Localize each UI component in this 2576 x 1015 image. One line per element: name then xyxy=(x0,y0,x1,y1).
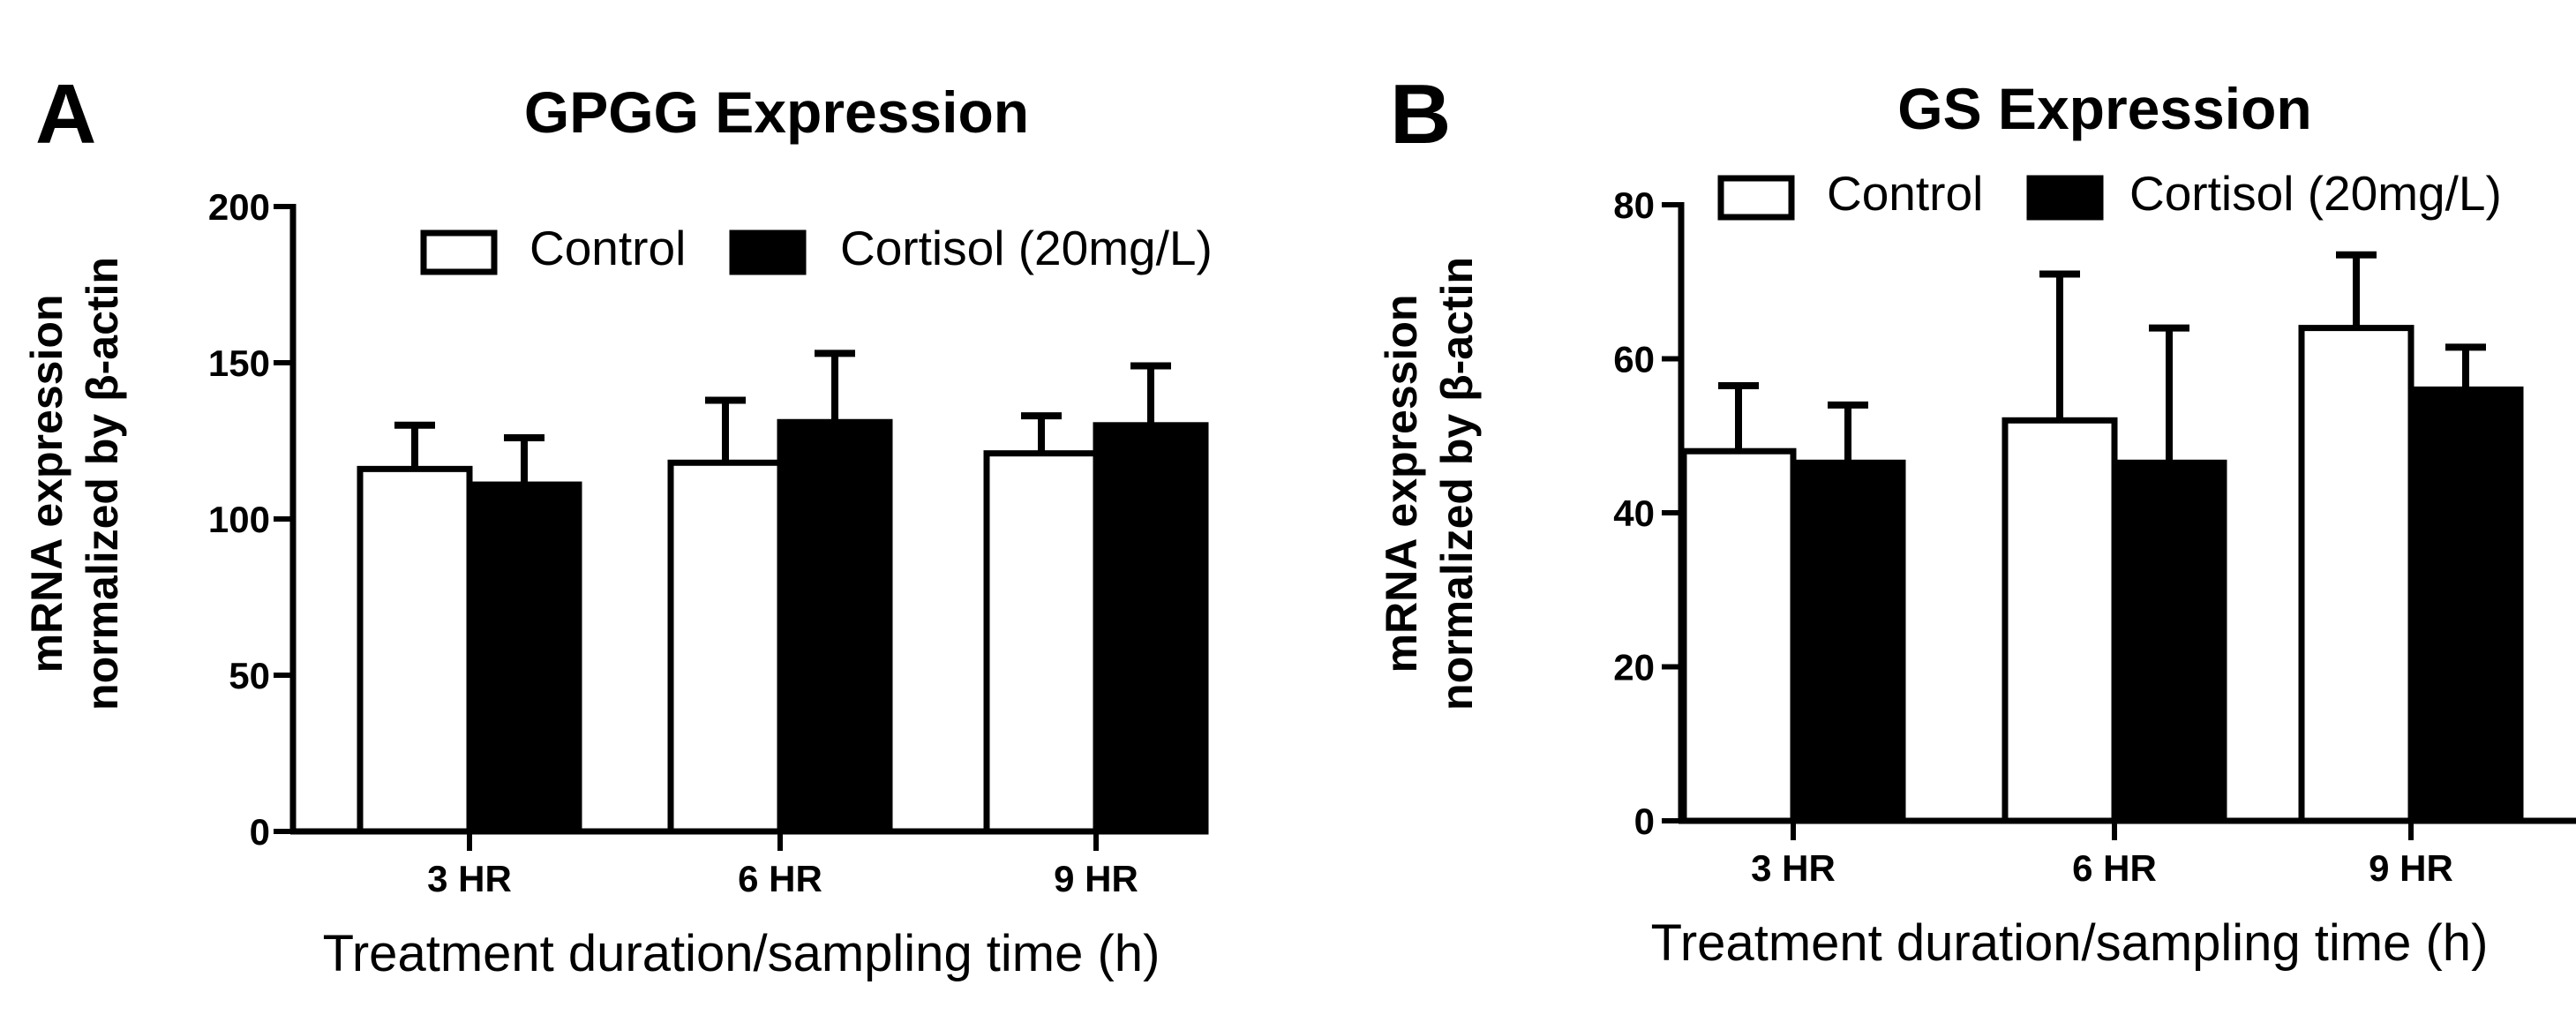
y-tick-label-200: 200 xyxy=(208,186,270,228)
panel-a: A GPGG Expression mRNA expression normal… xyxy=(22,67,1213,982)
x-tick-label-6-hr: 6 HR xyxy=(738,858,822,899)
legend-a: Control Cortisol (20mg/L) xyxy=(420,221,1213,275)
bar-control-3-hr xyxy=(1680,447,1797,824)
y-axis-label-line2-a: normalized by β-actin xyxy=(78,257,127,710)
x-tick-label-3-hr: 3 HR xyxy=(1751,847,1836,889)
bar-cortisol-20mg-l-3-hr xyxy=(466,481,582,835)
bar-control-6-hr xyxy=(667,459,784,835)
y-axis-label-line2-b: normalized by β-actin xyxy=(1432,257,1482,710)
bar-cortisol-20mg-l-9-hr xyxy=(1093,422,1209,835)
legend-label-control: Control xyxy=(1827,166,1983,221)
legend-swatch-control xyxy=(1717,175,1795,221)
y-axis-label-line1-b: mRNA expression xyxy=(1377,295,1426,673)
bar-control-9-hr xyxy=(2298,325,2415,824)
y-tick-label-50: 50 xyxy=(229,655,270,696)
y-tick-label-40: 40 xyxy=(1613,492,1655,534)
panel-letter-a: A xyxy=(35,67,96,162)
panel-b: B GS Expression mRNA expression normaliz… xyxy=(1377,67,2576,972)
bar-cortisol-20mg-l-3-hr xyxy=(1790,459,1906,824)
x-axis-label-b: Treatment duration/sampling time (h) xyxy=(1651,914,2489,972)
bar-control-9-hr xyxy=(983,450,1100,835)
bar-cortisol-20mg-l-6-hr xyxy=(2111,459,2227,824)
y-tick-label-100: 100 xyxy=(208,499,270,540)
legend-label-cortisol-20mg-l: Cortisol (20mg/L) xyxy=(840,221,1213,275)
bars-b xyxy=(1680,251,2524,824)
chart-title-a: GPGG Expression xyxy=(524,79,1029,145)
y-axis-label-line1-a: mRNA expression xyxy=(22,295,71,673)
legend-swatch-control xyxy=(420,229,498,275)
y-tick-label-80: 80 xyxy=(1613,184,1655,226)
legend-label-cortisol-20mg-l: Cortisol (20mg/L) xyxy=(2129,166,2502,221)
legend-swatch-cortisol-20mg-l xyxy=(729,229,807,275)
y-tick-label-150: 150 xyxy=(208,342,270,384)
y-tick-label-0: 0 xyxy=(250,811,270,853)
bar-cortisol-20mg-l-9-hr xyxy=(2407,386,2524,824)
bars-a xyxy=(357,350,1209,835)
x-tick-label-9-hr: 9 HR xyxy=(1054,858,1138,899)
x-tick-label-3-hr: 3 HR xyxy=(427,858,512,899)
chart-title-b: GS Expression xyxy=(1897,76,2312,141)
y-tick-label-60: 60 xyxy=(1613,339,1655,380)
legend-swatch-cortisol-20mg-l xyxy=(2026,175,2104,221)
bar-cortisol-20mg-l-6-hr xyxy=(777,418,893,835)
panel-letter-b: B xyxy=(1390,67,1451,162)
x-axis-label-a: Treatment duration/sampling time (h) xyxy=(323,925,1160,982)
y-tick-label-0: 0 xyxy=(1634,801,1655,842)
legend-label-control: Control xyxy=(529,221,686,275)
bar-control-3-hr xyxy=(357,465,473,835)
legend-b: Control Cortisol (20mg/L) xyxy=(1717,166,2502,221)
x-tick-label-9-hr: 9 HR xyxy=(2369,847,2453,889)
x-tick-label-6-hr: 6 HR xyxy=(2072,847,2157,889)
y-tick-label-20: 20 xyxy=(1613,647,1655,688)
bar-control-6-hr xyxy=(2001,417,2118,824)
